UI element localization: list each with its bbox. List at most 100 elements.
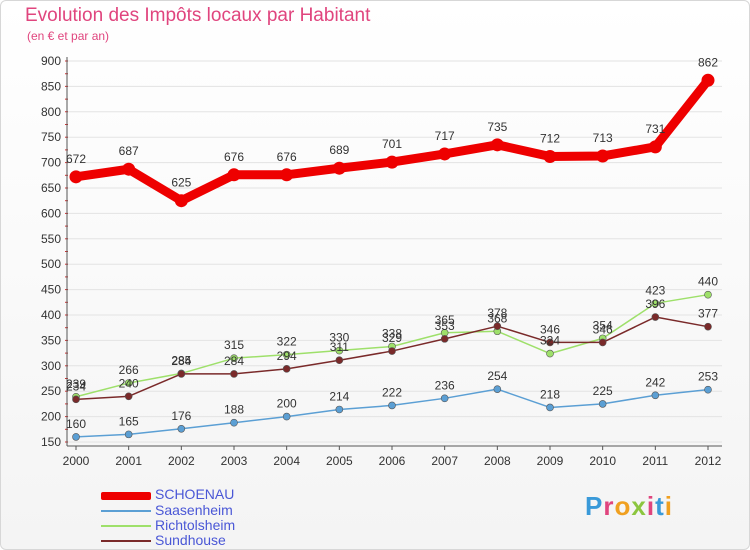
data-label-richtolsheim: 324	[540, 334, 560, 348]
data-label-schoenau: 717	[435, 129, 455, 143]
x-tick-label: 2000	[63, 454, 90, 468]
data-point-saasenheim	[72, 433, 80, 441]
data-point-schoenau	[174, 194, 188, 208]
data-label-sundhouse: 234	[66, 379, 86, 393]
data-label-sundhouse: 346	[540, 322, 560, 336]
data-point-sundhouse	[598, 338, 607, 347]
proxiti-logo[interactable]: Proxiti	[585, 491, 673, 522]
data-label-sundhouse: 311	[330, 340, 349, 354]
y-tick-label: 250	[41, 384, 61, 398]
data-label-schoenau: 687	[119, 144, 139, 158]
data-label-schoenau: 862	[698, 55, 718, 69]
data-point-schoenau	[490, 138, 504, 152]
y-tick-label: 300	[41, 359, 61, 373]
data-label-saasenheim: 253	[698, 370, 718, 384]
logo-letter: i	[664, 491, 673, 521]
data-label-schoenau: 672	[66, 152, 86, 166]
y-tick-label: 200	[41, 410, 61, 424]
data-point-schoenau	[701, 73, 715, 87]
data-point-schoenau	[122, 162, 136, 176]
data-label-richtolsheim: 338	[382, 326, 402, 340]
y-tick-label: 700	[41, 156, 61, 170]
data-label-schoenau: 676	[224, 150, 244, 164]
data-point-saasenheim	[651, 391, 660, 400]
data-label-saasenheim: 214	[329, 389, 349, 403]
legend-label-sundhouse: Sundhouse	[155, 532, 226, 548]
logo-letter: P	[585, 491, 604, 521]
data-label-sundhouse: 396	[645, 297, 665, 311]
logo-letter: o	[614, 491, 632, 521]
data-label-schoenau: 712	[540, 132, 560, 146]
data-label-richtolsheim: 330	[329, 331, 349, 345]
data-point-sundhouse	[282, 365, 291, 373]
data-label-richtolsheim: 365	[435, 313, 455, 327]
data-label-saasenheim: 200	[277, 397, 297, 411]
x-tick-label: 2006	[379, 454, 406, 468]
data-label-sundhouse: 378	[487, 306, 507, 320]
data-point-saasenheim	[704, 385, 712, 394]
legend-swatch-schoenau	[101, 492, 151, 500]
x-tick-label: 2011	[642, 454, 668, 468]
data-point-sundhouse	[546, 338, 554, 347]
data-point-saasenheim	[598, 400, 607, 408]
chart-title: Evolution des Impôts locaux par Habitant	[25, 5, 371, 26]
data-point-richtolsheim	[546, 349, 554, 358]
data-label-schoenau: 676	[277, 150, 297, 164]
y-tick-label: 650	[41, 181, 61, 195]
data-label-sundhouse: 353	[435, 319, 455, 333]
data-point-saasenheim	[124, 430, 133, 439]
data-label-saasenheim: 160	[66, 417, 86, 431]
y-tick-label: 400	[41, 308, 61, 322]
legend-label-schoenau: SCHOENAU	[155, 486, 235, 502]
data-label-richtolsheim: 322	[277, 335, 297, 349]
chart-subtitle: (en € et par an)	[27, 29, 110, 43]
data-label-sundhouse: 346	[593, 322, 613, 336]
data-point-sundhouse	[335, 356, 344, 365]
data-point-schoenau	[332, 161, 346, 175]
x-tick-label: 2008	[484, 454, 511, 468]
data-point-sundhouse	[704, 322, 712, 331]
data-point-sundhouse	[72, 395, 80, 404]
x-tick-label: 2003	[221, 454, 248, 468]
y-tick-label: 600	[41, 206, 61, 220]
data-point-saasenheim	[388, 401, 396, 410]
logo-letter: x	[631, 491, 647, 521]
data-point-saasenheim	[282, 412, 291, 421]
logo-letter: i	[646, 491, 656, 521]
data-point-saasenheim	[177, 424, 186, 433]
data-label-richtolsheim: 423	[645, 283, 665, 297]
data-point-sundhouse	[388, 347, 396, 355]
data-point-richtolsheim	[335, 346, 344, 355]
y-tick-label: 350	[41, 333, 61, 347]
y-tick-label: 150	[41, 435, 61, 449]
data-label-richtolsheim: 440	[698, 275, 718, 289]
data-label-saasenheim: 242	[645, 375, 665, 389]
data-label-saasenheim: 225	[593, 384, 613, 398]
y-tick-label: 750	[41, 130, 61, 144]
data-label-saasenheim: 188	[224, 403, 244, 417]
legend-label-richtolsheim: Richtolsheim	[155, 517, 236, 533]
data-point-saasenheim	[546, 403, 554, 412]
data-point-sundhouse	[230, 370, 238, 378]
data-label-saasenheim: 218	[540, 387, 560, 401]
data-label-sundhouse: 377	[698, 307, 718, 321]
data-label-richtolsheim: 354	[593, 318, 613, 332]
y-tick-label: 800	[41, 105, 61, 119]
legend-swatch-sundhouse	[101, 540, 151, 542]
data-label-schoenau: 735	[487, 120, 507, 134]
data-label-schoenau: 625	[171, 176, 191, 190]
data-point-schoenau	[596, 149, 610, 163]
x-tick-label: 2010	[589, 454, 616, 468]
data-point-saasenheim	[440, 394, 449, 403]
data-label-richtolsheim: 315	[224, 338, 244, 352]
x-tick-label: 2002	[168, 454, 195, 468]
data-point-schoenau	[280, 168, 294, 182]
data-point-richtolsheim	[282, 350, 291, 359]
logo-letter: r	[603, 491, 615, 521]
y-tick-label: 850	[41, 79, 61, 93]
logo-letter: t	[655, 491, 665, 521]
data-point-saasenheim	[230, 418, 238, 427]
data-label-saasenheim: 222	[382, 385, 402, 399]
